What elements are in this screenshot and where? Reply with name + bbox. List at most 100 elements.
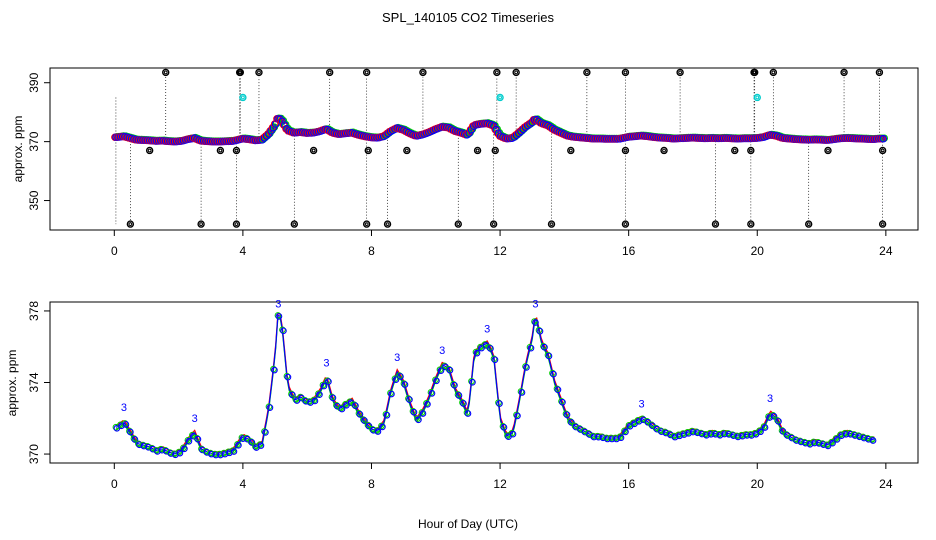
outlier-high: [325, 68, 334, 77]
bottom-point-blue: [608, 435, 616, 443]
outlier-low: [232, 220, 241, 228]
bottom-point-green: [297, 393, 304, 401]
bottom-point-blue: [761, 424, 769, 431]
bottom-point-green: [553, 385, 561, 393]
bottom-point-green: [202, 448, 210, 455]
bottom-point-green: [517, 388, 525, 395]
bottom-point-blue: [739, 432, 746, 440]
bottom-point-blue: [469, 378, 476, 386]
bottom-point-blue: [239, 435, 247, 442]
outlier-low-inner: [880, 222, 885, 227]
bottom-symbol-3: 3: [323, 357, 329, 369]
outlier-high: [769, 68, 778, 77]
outlier-low-inner: [128, 222, 133, 227]
bottom-point-green: [459, 399, 466, 406]
bottom-point-green: [135, 440, 142, 448]
outlier-low: [547, 220, 556, 228]
bottom-point-green: [234, 440, 241, 448]
bottom-point-green: [513, 411, 520, 419]
outlier-mid-inner: [826, 148, 830, 153]
bottom-point-green: [418, 409, 426, 416]
bottom-point-green: [814, 439, 822, 446]
bottom-point-blue: [707, 430, 715, 438]
outlier-low-inner: [549, 222, 554, 227]
outlier-high-inner: [327, 70, 332, 75]
bottom-point-blue: [730, 432, 737, 439]
bottom-x-tick-label: 4: [240, 477, 247, 491]
bottom-point-blue: [410, 408, 418, 416]
outlier-high: [236, 68, 245, 77]
bottom-point-blue: [374, 428, 382, 435]
bottom-point-green: [328, 393, 336, 401]
outlier-high: [162, 68, 170, 77]
bottom-point-blue: [338, 405, 346, 413]
outlier-low: [489, 220, 498, 228]
bottom-point-blue: [437, 367, 445, 374]
bottom-point-blue: [347, 399, 355, 406]
bottom-point-green: [711, 429, 718, 437]
bottom-y-tick-label: 374: [27, 372, 41, 392]
bottom-point-green: [400, 380, 408, 387]
bottom-point-blue: [815, 439, 823, 447]
bottom-point-blue: [482, 342, 490, 349]
bottom-point-blue: [284, 373, 292, 381]
bottom-series-points: 3 3 3 3 3 3 3 3 3 3: [112, 298, 877, 459]
bottom-point-green: [270, 365, 277, 373]
outlier-mid-inner: [623, 148, 628, 153]
bottom-point-blue: [329, 394, 337, 402]
bottom-point-green: [346, 398, 354, 405]
bottom-point-green: [315, 390, 322, 397]
outlier-high: [362, 68, 371, 77]
bottom-point-blue: [280, 327, 287, 335]
bottom-point-blue: [131, 436, 139, 443]
bottom-point-green: [729, 431, 736, 438]
bottom-symbol-3: 3: [192, 413, 198, 425]
bottom-point-green: [265, 403, 273, 410]
bottom-point-green: [499, 423, 507, 430]
bottom-point-green: [441, 362, 448, 370]
bottom-point-green: [760, 423, 768, 430]
bottom-point-green: [288, 390, 295, 398]
outlier-low: [126, 220, 135, 228]
bottom-point-blue: [158, 446, 166, 454]
bottom-point-green: [256, 441, 264, 448]
outlier-low-inner: [456, 222, 461, 227]
bottom-point-green: [540, 342, 547, 350]
bottom-point-blue: [734, 433, 742, 441]
bottom-symbol-3: 3: [275, 298, 281, 310]
outlier-low: [621, 220, 630, 228]
bottom-point-blue: [370, 426, 377, 434]
bottom-point-green: [621, 427, 628, 435]
bottom-point-blue: [419, 410, 427, 417]
bottom-point-blue: [797, 438, 805, 446]
bottom-point-blue: [140, 442, 148, 450]
bottom-point-green: [535, 326, 543, 334]
bottom-point-blue: [311, 397, 319, 405]
outlier-low-inner: [748, 222, 753, 227]
outlier-high-inner: [514, 70, 519, 75]
bottom-point-green: [337, 404, 345, 412]
bottom-point-green: [427, 389, 435, 396]
bottom-point-green: [364, 421, 372, 429]
bottom-point-blue: [208, 450, 215, 458]
bottom-point-green: [558, 397, 565, 405]
outlier-high: [840, 68, 848, 77]
bottom-point-blue: [617, 434, 625, 442]
bottom-point-blue: [185, 437, 193, 445]
outlier-mid-inner: [662, 148, 666, 153]
outlier-high-inner: [752, 70, 757, 75]
outlier-mid-inner: [880, 148, 885, 153]
outlier-low: [711, 220, 720, 228]
bottom-point-green: [454, 391, 462, 398]
bottom-point-blue: [176, 449, 184, 457]
bottom-point-blue: [383, 411, 391, 419]
bottom-point-green: [796, 437, 804, 445]
bottom-point-green: [139, 441, 147, 449]
bottom-point-green: [378, 422, 385, 430]
outlier-mid: [473, 146, 482, 155]
outlier-high-inner: [421, 70, 425, 75]
bottom-point-blue: [235, 441, 242, 449]
bottom-symbol-3: 3: [532, 298, 538, 310]
bottom-point-blue: [694, 429, 701, 437]
bottom-point-green: [180, 444, 187, 452]
